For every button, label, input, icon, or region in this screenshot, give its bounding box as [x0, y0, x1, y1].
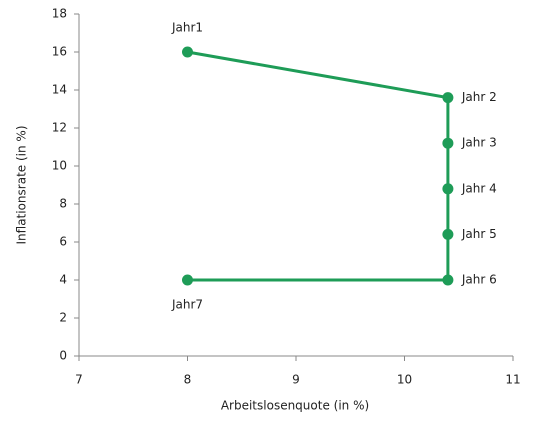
data-point: [442, 137, 454, 149]
y-tick-label: 18: [52, 7, 67, 21]
point-label: Jahr 4: [461, 181, 497, 195]
data-point: [442, 183, 454, 195]
x-tick-label: 8: [184, 373, 192, 387]
point-label: Jahr 3: [461, 136, 497, 150]
x-tick-label: 9: [292, 373, 300, 387]
x-tick-label: 11: [505, 373, 520, 387]
y-tick-label: 2: [59, 311, 67, 325]
y-tick-label: 6: [59, 235, 67, 249]
y-tick-label: 12: [52, 121, 67, 135]
point-label: Jahr 5: [461, 227, 497, 241]
point-label: Jahr 6: [461, 273, 497, 287]
data-point: [442, 92, 454, 104]
series-line: [187, 50, 450, 282]
data-point: [442, 228, 454, 240]
x-axis-title: Arbeitslosenquote (in %): [221, 399, 369, 413]
y-tick-label: 16: [52, 45, 67, 59]
point-label: Jahr 2: [461, 90, 497, 104]
point-label: Jahr1: [171, 21, 203, 35]
x-tick-label: 7: [75, 373, 83, 387]
y-tick-label: 14: [52, 83, 67, 97]
data-point: [182, 46, 193, 58]
data-point: [182, 274, 193, 286]
y-tick-label: 10: [52, 159, 67, 173]
y-tick-label: 8: [59, 197, 67, 211]
x-tick-label: 10: [397, 373, 412, 387]
y-axis-title: Inflationsrate (in %): [15, 125, 29, 244]
y-tick-label: 4: [59, 273, 67, 287]
y-tick-label: 0: [59, 349, 67, 363]
data-point: [442, 274, 454, 286]
point-label: Jahr7: [171, 298, 203, 312]
